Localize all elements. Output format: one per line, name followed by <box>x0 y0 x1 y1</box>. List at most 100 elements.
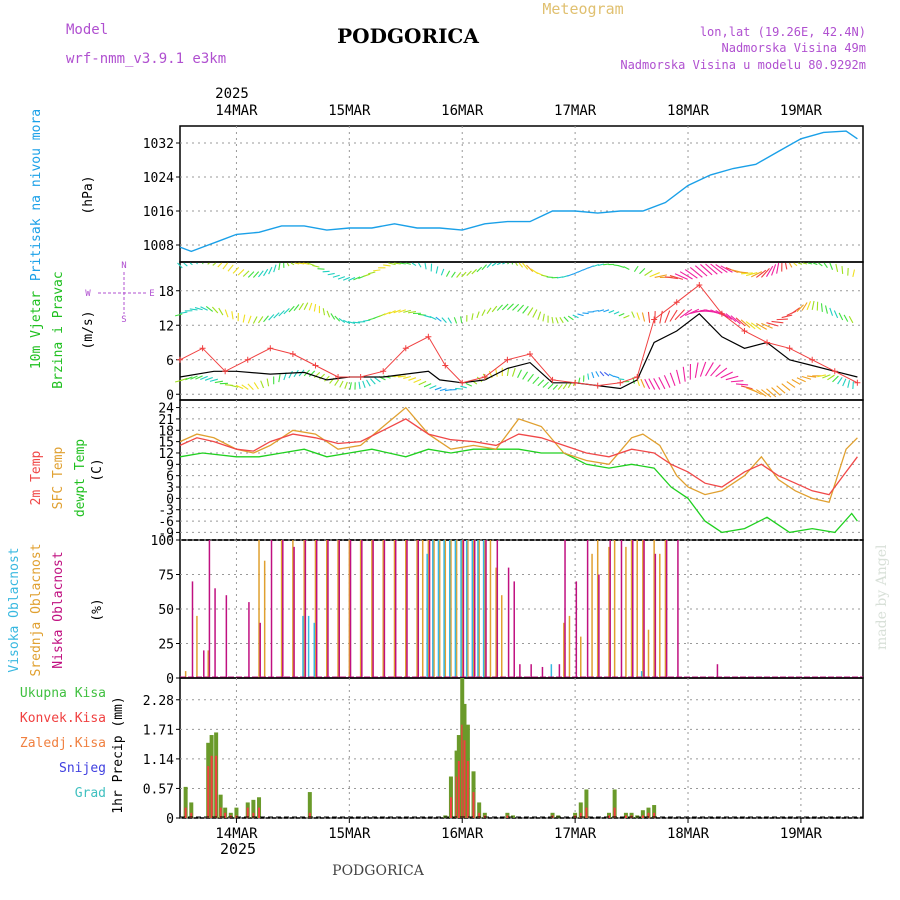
top-year-label: 2025 <box>215 86 249 102</box>
wind-arrow <box>258 270 264 278</box>
wind-arrow <box>603 263 610 266</box>
wind-arrow <box>242 314 246 323</box>
wind-arrow <box>268 266 273 275</box>
wind-arrow <box>664 310 671 323</box>
wind-arrow <box>776 262 780 274</box>
wind-arrow <box>263 315 269 323</box>
precip-conv-bar <box>579 812 582 818</box>
bottom-xlabel-14MAR: 14MAR <box>215 826 258 842</box>
wind-arrow <box>555 317 559 324</box>
precip-total-bar <box>584 789 589 818</box>
wind-panel: 10m Vjetar Brzina i Pravac (m/s) N W E S… <box>29 261 864 403</box>
temp-2m-title: 2m Temp <box>29 450 44 505</box>
wind-arrow <box>675 369 681 384</box>
wind-arrow <box>481 264 487 271</box>
wind-arrow <box>342 276 351 281</box>
wind-gust-marker <box>831 368 838 375</box>
wind-arrow <box>720 371 733 379</box>
wind-gust-marker <box>244 356 251 363</box>
wind-arrow <box>429 385 437 390</box>
wind-arrow <box>537 311 542 320</box>
wind-arrow <box>694 362 699 378</box>
bottom-xlabel-19MAR: 19MAR <box>780 826 823 842</box>
wind-arrow <box>756 322 767 330</box>
wind-arrow <box>429 315 437 321</box>
wind-gust-marker <box>199 345 206 352</box>
wind-gust-marker <box>718 310 725 317</box>
wind-arrow <box>766 265 774 277</box>
wind-arrow <box>174 313 183 317</box>
wind-arrow <box>618 312 625 317</box>
legend-total: Ukupna Kisa <box>20 686 106 701</box>
wind-arrow <box>352 321 361 324</box>
legend-frz: Zaledj.Kisa <box>20 736 106 751</box>
wind-arrow <box>366 379 371 387</box>
wind-arrow <box>522 371 529 380</box>
wind-arrow <box>237 269 245 276</box>
precip-total-bar <box>640 810 645 818</box>
bottom-x-axis-labels: 14MAR 15MAR 16MAR 17MAR 18MAR 19MAR <box>215 818 823 842</box>
wind-arrow <box>496 304 503 311</box>
wind-arrow <box>211 306 219 314</box>
wind-arrow <box>848 316 854 324</box>
legend-snow: Snijeg <box>59 761 106 776</box>
wind-arrow <box>252 316 258 324</box>
wind-gust-marker <box>594 382 601 389</box>
wind-arrow <box>811 300 815 310</box>
wind-arrow <box>486 262 492 269</box>
wind-arrow <box>587 265 594 269</box>
wind-arrow <box>273 312 280 319</box>
wind-gust-marker <box>425 333 432 340</box>
wind-gust-marker <box>289 351 296 357</box>
wind-arrow <box>710 364 721 377</box>
wind-arrow <box>604 371 610 377</box>
wind-arrow <box>832 375 839 383</box>
wind-arrow <box>745 321 756 330</box>
wind-arrow <box>700 264 713 276</box>
cloud-high-title: Visoka Oblacnost <box>7 547 22 672</box>
wind-arrow <box>298 262 305 265</box>
wind-arrow <box>348 276 356 282</box>
precip-ytick-label-4: 2.28 <box>143 694 174 709</box>
cloud-ylabel: (%) <box>90 598 105 621</box>
precip-ytick-label-2: 1.14 <box>143 753 174 768</box>
pressure-ylabel: (hPa) <box>81 175 96 214</box>
wind-arrow <box>641 312 646 322</box>
wind-gust-marker <box>177 356 183 363</box>
precip-conv-bar <box>585 807 588 818</box>
wind-arrow <box>843 314 849 322</box>
wind-arrow <box>324 375 330 382</box>
precip-conv-bar <box>624 815 627 818</box>
wind-arrow <box>260 380 265 389</box>
wind-arrow <box>577 313 584 317</box>
temperature-ytick-label-3: 15 <box>158 436 174 451</box>
precip-total-bar <box>477 802 482 818</box>
wind-arrow <box>393 262 401 265</box>
wind-arrow <box>562 383 568 390</box>
wind-arrow <box>818 262 823 267</box>
wind-arrow <box>542 381 549 388</box>
wind-arrow <box>618 265 625 268</box>
wind-arrow <box>659 310 663 324</box>
wind-arrow <box>435 266 439 274</box>
wind-arrow <box>308 370 316 377</box>
wind-arrow <box>582 312 589 315</box>
wind-frame <box>179 261 864 401</box>
wind-arrow <box>595 371 600 377</box>
wind-arrow <box>784 262 788 270</box>
wind-arrow <box>339 380 344 388</box>
wind-arrow <box>189 262 193 266</box>
wind-arrow <box>403 309 412 313</box>
temperature-ytick-label-10: -6 <box>158 515 174 530</box>
wind-arrow <box>214 380 223 384</box>
wind-arrow <box>771 320 784 324</box>
wind-arrow <box>847 380 851 388</box>
temp-dew-title: dewpt Temp <box>73 439 88 517</box>
wind-arrow <box>263 268 269 277</box>
wind-arrow <box>347 321 356 325</box>
pressure-ytick-label-0: 1008 <box>143 239 174 254</box>
precip-conv-bar <box>478 812 481 818</box>
wind-arrow <box>235 384 244 390</box>
wind-arrow <box>383 311 391 316</box>
